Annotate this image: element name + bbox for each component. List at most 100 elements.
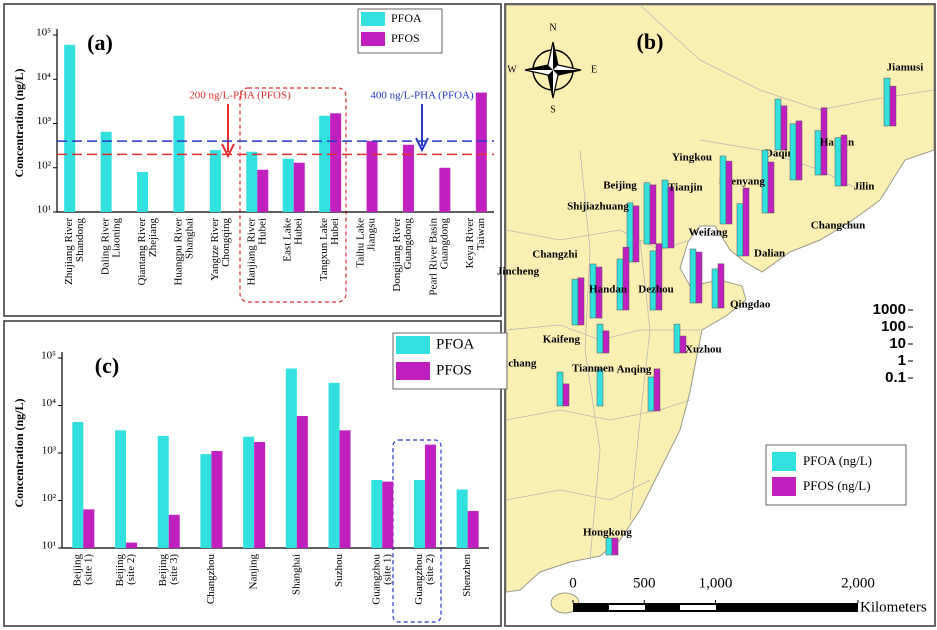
map-bar — [789, 123, 797, 181]
arrow — [221, 104, 235, 159]
x-tick-label: Zhejiang — [147, 218, 159, 258]
city-label: Jincheng — [497, 266, 540, 278]
y-axis-label: Concentration (ng/L) — [12, 69, 26, 178]
bar — [413, 480, 425, 548]
legend-label: PFOS — [436, 362, 472, 378]
x-tick-label: Yangtze River — [209, 218, 221, 281]
panel-label: (c) — [95, 353, 119, 378]
map-bar — [577, 277, 585, 326]
map-bar — [780, 105, 788, 151]
bar — [424, 444, 436, 548]
city-label: Jiamusi — [887, 62, 924, 74]
scale-key-label: 0.1 — [885, 369, 906, 386]
province-border — [505, 479, 651, 501]
compass-star-fill — [525, 42, 581, 98]
map-bar — [834, 137, 842, 187]
map-bar — [695, 251, 703, 304]
scale-key-label: 1 — [898, 352, 906, 369]
y-tick-label: 10² — [42, 492, 57, 504]
legend-swatch — [396, 336, 430, 354]
city-label: Anqing — [617, 364, 652, 376]
x-tick-label: Guangzhou — [370, 554, 382, 605]
scale-tick-label: 0 — [569, 575, 577, 591]
panel-label: (b) — [637, 29, 664, 54]
city-label: Dalian — [754, 248, 785, 260]
y-tick-label: 10³ — [37, 115, 52, 127]
bar — [296, 416, 308, 548]
panel-label: (a) — [87, 30, 113, 55]
bar — [126, 542, 138, 548]
map-bar — [655, 243, 663, 311]
map-bar — [774, 98, 782, 151]
city-label: Dezhou — [638, 284, 673, 296]
compass-label: E — [591, 64, 597, 75]
city-label: Hongkong — [583, 527, 632, 539]
legend-label: PFOA — [391, 11, 422, 25]
bar — [475, 92, 487, 212]
bar — [371, 480, 383, 548]
x-tick-label: Beijing — [114, 554, 126, 587]
map-bar — [711, 268, 719, 309]
map-bar — [795, 120, 803, 181]
x-tick-label: Beijing — [157, 554, 169, 587]
map-bar — [649, 184, 657, 245]
x-tick-label: Changzhou — [205, 554, 217, 605]
bar — [64, 44, 76, 213]
legend-swatch — [772, 452, 796, 471]
map-bar — [596, 323, 604, 354]
highlight-box — [239, 87, 347, 303]
x-tick-label: Qiantang River — [136, 218, 148, 286]
legend-label: PFOA — [436, 336, 475, 352]
x-tick-label: Guangzhou — [413, 554, 425, 605]
compass-label: N — [549, 22, 556, 33]
map-bar — [883, 77, 891, 127]
bar — [402, 144, 414, 212]
bar — [285, 368, 297, 548]
city-label: Handan — [589, 284, 627, 296]
bar — [83, 509, 95, 548]
map-bar — [556, 371, 564, 407]
map-bar — [596, 368, 604, 407]
map-bar — [736, 203, 744, 257]
legend-swatch — [396, 362, 430, 380]
x-tick-label: Guangdong — [402, 218, 414, 270]
scale-tick-label: 1,000 — [699, 575, 733, 591]
bar — [137, 172, 149, 212]
x-tick-label: Tangxun Lake — [318, 218, 330, 281]
legend-label: PFOA (ng/L) — [803, 453, 872, 468]
compass-label: W — [507, 64, 517, 75]
bar — [209, 150, 221, 212]
x-tick-label: Chongqing — [220, 218, 232, 267]
scale-key-label: 1000 — [873, 301, 906, 318]
x-tick-label: Suzhou — [333, 554, 345, 588]
bar — [168, 514, 180, 548]
bar — [100, 131, 112, 212]
y-tick-label: 10¹ — [37, 204, 51, 216]
province-border — [629, 239, 651, 521]
x-tick-label: Dongjiang River — [391, 218, 403, 292]
city-label: Shijiazhuang — [567, 201, 629, 213]
y-tick-label: 10¹ — [42, 540, 56, 552]
x-tick-label: Taiwan — [475, 218, 487, 251]
city-label: Changchun — [811, 220, 865, 232]
x-tick-label: (site 1) — [82, 554, 94, 585]
map-bar — [679, 335, 687, 354]
city-label: Qingdao — [730, 299, 771, 311]
bar — [293, 162, 305, 212]
scale-segment — [680, 605, 716, 610]
compass-label: S — [550, 104, 556, 115]
x-tick-label: Keya River — [464, 218, 476, 269]
map-bar — [647, 376, 655, 412]
x-tick-label: Zhujiang River — [63, 218, 75, 285]
city-label: Beijing — [603, 180, 637, 192]
bar — [328, 382, 340, 548]
bar — [439, 167, 451, 212]
x-tick-label: Shanghai — [183, 218, 195, 259]
x-tick-label: (site 2) — [125, 554, 137, 585]
city-label: Tianmen — [572, 363, 614, 375]
x-tick-label: Jiangsu — [366, 218, 378, 252]
map-bar — [602, 330, 610, 354]
scale-tick-label: 500 — [633, 575, 656, 591]
map-bar — [667, 186, 675, 249]
bar — [330, 113, 342, 212]
